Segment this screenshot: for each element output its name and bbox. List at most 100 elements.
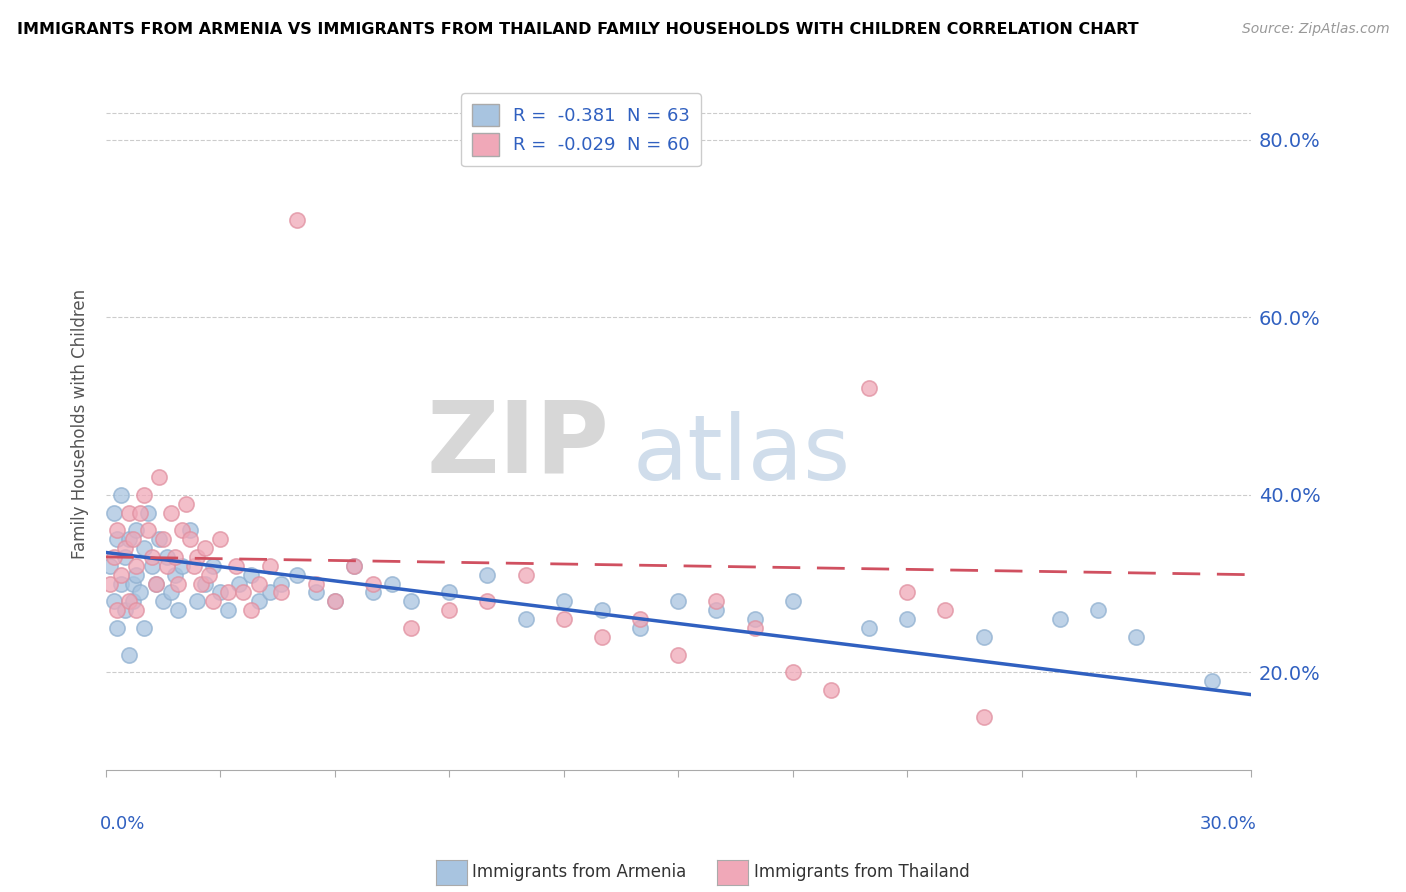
Point	[114, 603, 136, 617]
Point	[152, 594, 174, 608]
Point	[125, 567, 148, 582]
Point	[323, 594, 346, 608]
Point	[179, 532, 201, 546]
Text: ZIP: ZIP	[426, 396, 610, 493]
Point	[194, 576, 217, 591]
Point	[361, 576, 384, 591]
Point	[129, 506, 152, 520]
Point	[666, 594, 689, 608]
Point	[103, 594, 125, 608]
Point	[132, 541, 155, 555]
Point	[820, 683, 842, 698]
Point	[194, 541, 217, 555]
Point	[186, 594, 208, 608]
Point	[591, 630, 613, 644]
Point	[148, 532, 170, 546]
Point	[399, 621, 422, 635]
Point	[209, 585, 232, 599]
Point	[343, 558, 366, 573]
Text: Immigrants from Thailand: Immigrants from Thailand	[754, 863, 969, 881]
Point	[105, 603, 128, 617]
Legend: R =  -0.381  N = 63, R =  -0.029  N = 60: R = -0.381 N = 63, R = -0.029 N = 60	[461, 94, 702, 166]
Point	[118, 532, 141, 546]
Point	[225, 558, 247, 573]
Point	[174, 497, 197, 511]
Point	[270, 585, 292, 599]
Point	[190, 576, 212, 591]
Point	[305, 576, 328, 591]
Point	[114, 541, 136, 555]
Point	[167, 576, 190, 591]
Point	[239, 603, 262, 617]
Point	[129, 585, 152, 599]
Point	[228, 576, 250, 591]
Text: Immigrants from Armenia: Immigrants from Armenia	[472, 863, 686, 881]
Point	[515, 612, 537, 626]
Point	[121, 532, 143, 546]
Y-axis label: Family Households with Children: Family Households with Children	[72, 289, 89, 558]
Point	[141, 549, 163, 564]
Point	[217, 585, 239, 599]
Point	[515, 567, 537, 582]
Point	[121, 576, 143, 591]
Point	[553, 612, 575, 626]
Point	[343, 558, 366, 573]
Point	[896, 612, 918, 626]
Point	[132, 621, 155, 635]
Point	[1049, 612, 1071, 626]
Point	[105, 523, 128, 537]
Point	[136, 506, 159, 520]
Point	[934, 603, 956, 617]
Point	[217, 603, 239, 617]
Point	[98, 558, 121, 573]
Point	[198, 567, 221, 582]
Point	[209, 532, 232, 546]
Point	[121, 594, 143, 608]
Point	[591, 603, 613, 617]
Point	[156, 549, 179, 564]
Point	[118, 648, 141, 662]
Point	[1125, 630, 1147, 644]
Point	[381, 576, 404, 591]
Point	[110, 576, 132, 591]
Point	[163, 567, 186, 582]
Point	[152, 532, 174, 546]
Point	[141, 558, 163, 573]
Text: 30.0%: 30.0%	[1199, 815, 1257, 833]
Point	[706, 594, 728, 608]
Point	[132, 488, 155, 502]
Point	[201, 558, 224, 573]
Point	[973, 630, 995, 644]
Point	[744, 621, 766, 635]
Point	[782, 665, 804, 680]
Point	[1201, 674, 1223, 689]
Point	[172, 558, 194, 573]
Point	[553, 594, 575, 608]
Point	[259, 585, 281, 599]
Point	[163, 549, 186, 564]
Point	[896, 585, 918, 599]
Point	[110, 488, 132, 502]
Text: IMMIGRANTS FROM ARMENIA VS IMMIGRANTS FROM THAILAND FAMILY HOUSEHOLDS WITH CHILD: IMMIGRANTS FROM ARMENIA VS IMMIGRANTS FR…	[17, 22, 1139, 37]
Point	[1087, 603, 1109, 617]
Point	[172, 523, 194, 537]
Point	[232, 585, 254, 599]
Point	[105, 532, 128, 546]
Point	[439, 603, 461, 617]
Point	[247, 594, 270, 608]
Point	[628, 621, 651, 635]
Point	[285, 212, 308, 227]
Point	[666, 648, 689, 662]
Point	[159, 506, 181, 520]
Point	[782, 594, 804, 608]
Point	[183, 558, 205, 573]
Text: 0.0%: 0.0%	[100, 815, 146, 833]
Point	[156, 558, 179, 573]
Point	[361, 585, 384, 599]
Point	[125, 603, 148, 617]
Point	[103, 506, 125, 520]
Point	[247, 576, 270, 591]
Point	[159, 585, 181, 599]
Point	[323, 594, 346, 608]
Point	[125, 523, 148, 537]
